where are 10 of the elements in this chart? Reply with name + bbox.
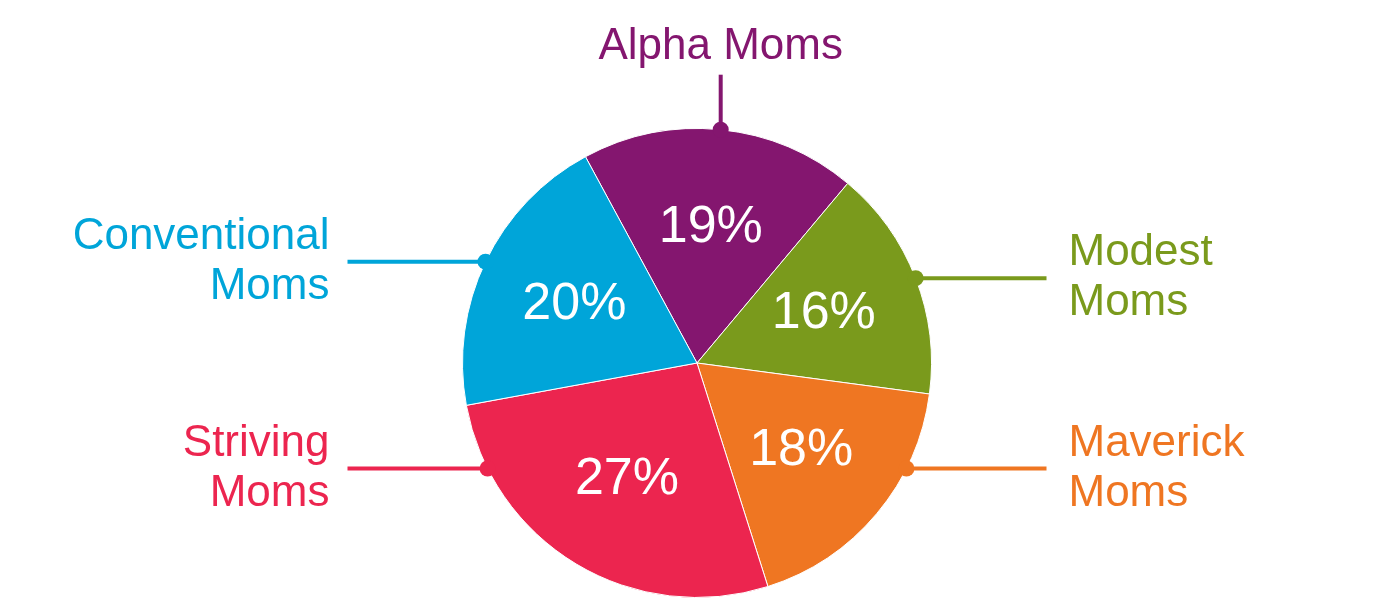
slice-label: Maverick Moms [1068,415,1246,515]
data-label: 19% [658,195,763,254]
slice-label: Striving Moms [182,415,330,515]
data-label: 16% [771,281,876,340]
slice-label: Modest Moms [1068,225,1213,325]
slice-label: Conventional Moms [72,208,330,308]
data-label: 20% [522,271,627,330]
data-label: 27% [574,446,679,505]
slice-label: Alpha Moms [598,18,843,68]
data-label: 18% [749,417,854,476]
